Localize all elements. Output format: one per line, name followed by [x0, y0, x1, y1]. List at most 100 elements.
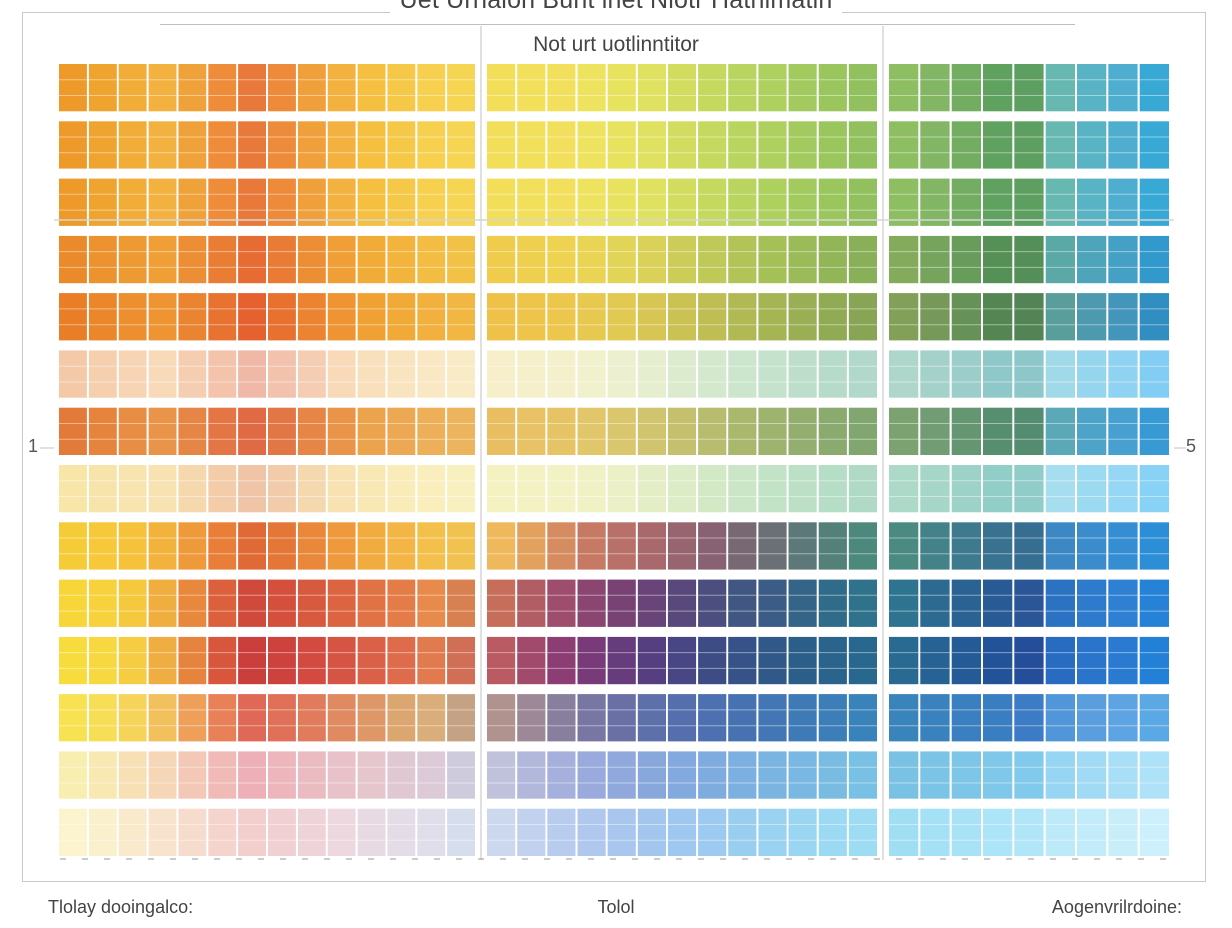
heatmap-cell	[297, 465, 326, 513]
heatmap-cell	[889, 522, 919, 570]
heatmap-cell	[387, 694, 416, 742]
heatmap-cell	[848, 293, 877, 341]
heatmap-cell	[1108, 751, 1138, 799]
heatmap-cell	[758, 808, 787, 856]
heatmap-cell	[1077, 522, 1107, 570]
heatmap-cell	[59, 178, 87, 226]
heatmap-cell	[487, 694, 516, 742]
heatmap-cell	[818, 808, 847, 856]
heatmap-cell	[357, 694, 386, 742]
heatmap-cell	[788, 808, 817, 856]
heatmap-cell	[357, 64, 386, 112]
heatmap-cell	[297, 579, 326, 627]
heatmap-cell	[118, 407, 147, 455]
heatmap-cell	[238, 751, 266, 799]
heatmap-cell	[417, 121, 446, 169]
heatmap-cell	[517, 636, 546, 685]
heatmap-cell	[59, 293, 87, 341]
heatmap-cell	[297, 235, 326, 284]
heatmap-cell	[1045, 121, 1075, 169]
heatmap-cell	[698, 178, 727, 226]
heatmap-cell	[1077, 121, 1107, 169]
heatmap-cell	[59, 636, 87, 685]
heatmap-cell	[577, 579, 606, 627]
heatmap-cell	[118, 808, 147, 856]
heatmap-cell	[983, 178, 1013, 226]
heatmap-cell	[487, 350, 516, 398]
heatmap-cell	[357, 751, 386, 799]
heatmap-cell	[818, 636, 847, 685]
heatmap-cell	[1108, 293, 1138, 341]
heatmap-cell	[118, 121, 147, 169]
heatmap-cell	[758, 522, 787, 570]
heatmap-cell	[517, 121, 546, 169]
heatmap-cell	[667, 694, 697, 742]
heatmap-cell	[1014, 579, 1044, 627]
heatmap-cell	[327, 751, 356, 799]
heatmap-cell	[577, 522, 606, 570]
heatmap-cell	[848, 178, 877, 226]
heatmap-cell	[357, 465, 386, 513]
heatmap-cell	[487, 636, 516, 685]
heatmap-cell	[547, 407, 576, 455]
heatmap-cell	[1077, 64, 1107, 112]
heatmap-cell	[951, 808, 981, 856]
heatmap-cell	[268, 751, 296, 799]
heatmap-cell	[920, 407, 950, 455]
heatmap-cell	[517, 64, 546, 112]
heatmap-cell	[417, 579, 446, 627]
heatmap-cell	[698, 694, 727, 742]
heatmap-cell	[1108, 350, 1138, 398]
heatmap-cell	[59, 579, 87, 627]
heatmap-cell	[1045, 293, 1075, 341]
heatmap-cell	[848, 522, 877, 570]
heatmap-cell	[1108, 235, 1138, 284]
heatmap-cell	[417, 808, 446, 856]
heatmap-cell	[238, 64, 266, 112]
heatmap-cell	[577, 751, 606, 799]
heatmap-cell	[1077, 465, 1107, 513]
heatmap-cell	[1139, 694, 1169, 742]
heatmap-cell	[447, 350, 475, 398]
heatmap-cell	[818, 579, 847, 627]
heatmap-cell	[118, 522, 147, 570]
heatmap-cell	[208, 293, 237, 341]
heatmap-cell	[698, 121, 727, 169]
heatmap-cell	[758, 694, 787, 742]
heatmap-cell	[848, 465, 877, 513]
heatmap-cell	[698, 235, 727, 284]
heatmap-cell	[848, 636, 877, 685]
heatmap-cell	[637, 178, 666, 226]
heatmap-cell	[417, 465, 446, 513]
heatmap-cell	[637, 694, 666, 742]
heatmap-cell	[889, 751, 919, 799]
heatmap-cell	[889, 636, 919, 685]
heatmap-cell	[1077, 694, 1107, 742]
heatmap-cell	[417, 293, 446, 341]
heatmap-cell	[889, 579, 919, 627]
heatmap-cell	[357, 121, 386, 169]
heatmap-cell	[238, 465, 266, 513]
heatmap-cell	[1108, 407, 1138, 455]
heatmap-cell	[178, 121, 207, 169]
heatmap-cell	[788, 178, 817, 226]
heatmap-cell	[268, 178, 296, 226]
heatmap-cell	[788, 121, 817, 169]
heatmap-cell	[698, 522, 727, 570]
heatmap-cell	[728, 522, 757, 570]
heatmap-cell	[447, 694, 475, 742]
heatmap-cell	[148, 694, 177, 742]
heatmap-cell	[607, 293, 636, 341]
heatmap-cell	[577, 121, 606, 169]
heatmap-cell	[818, 235, 847, 284]
heatmap-cell	[1108, 808, 1138, 856]
title-rule	[160, 24, 1075, 25]
heatmap-cell	[848, 121, 877, 169]
heatmap-cell	[788, 751, 817, 799]
heatmap-cell	[517, 751, 546, 799]
heatmap-cell	[1077, 636, 1107, 685]
heatmap-cell	[667, 178, 697, 226]
heatmap-cell	[208, 522, 237, 570]
heatmap-cell	[667, 293, 697, 341]
heatmap-cell	[208, 808, 237, 856]
